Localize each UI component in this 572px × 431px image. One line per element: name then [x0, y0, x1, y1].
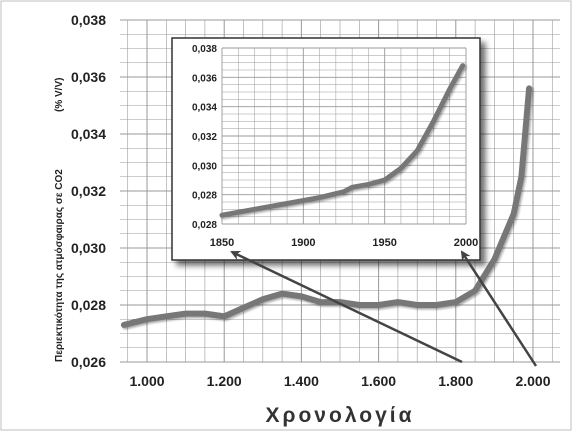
main-y-tick-label: 0,028 — [71, 297, 106, 313]
main-y-tick-label: 0,030 — [71, 240, 106, 256]
inset-x-tick-label: 1900 — [291, 237, 315, 249]
main-x-tick-label: 1.000 — [129, 373, 164, 389]
inset-x-tick-label: 1850 — [210, 237, 234, 249]
inset-series-line — [219, 63, 466, 218]
inset-grid — [221, 47, 467, 225]
arrow-2000-to-2000 — [460, 250, 538, 367]
inset-x-tick-label: 2000 — [454, 237, 478, 249]
main-x-tick-label: 1.200 — [207, 373, 242, 389]
main-y-tick-labels: 0,026 0,028 0,030 0,032 0,034 0,036 0,038 — [71, 12, 106, 370]
main-y-tick-label: 0,034 — [71, 126, 106, 142]
main-x-tick-label: 1.600 — [361, 373, 396, 389]
main-x-tick-label: 1.400 — [284, 373, 319, 389]
inset-panel — [171, 37, 481, 261]
inset-y-tick-label: 0,034 — [192, 103, 217, 114]
main-y-tick-label: 0,026 — [71, 354, 106, 370]
y-axis-label: Περιεκτικότητα της ατμόσφαιρας σε CO2 — [54, 169, 65, 362]
inset-y-tick-label: 0,030 — [192, 161, 217, 172]
main-y-tick-label: 0,036 — [71, 69, 106, 85]
x-axis-label: Χρονολογία — [265, 404, 414, 427]
inset-y-tick-label: 0,038 — [192, 44, 217, 55]
inset-x-tick-label: 1950 — [372, 237, 396, 249]
main-x-tick-label: 1.800 — [438, 373, 473, 389]
inset-chart: 0,028 0,028 0,030 0,032 0,034 0,036 0,038 1850… — [171, 37, 481, 261]
pointer-arrows — [230, 250, 538, 367]
inset-y-tick-labels: 0,028 0,028 0,030 0,032 0,034 0,036 0,038 — [192, 44, 217, 231]
inset-x-tick-labels: 1850 1900 1950 2000 — [210, 237, 478, 249]
arrow-1800-to-1850 — [230, 250, 463, 364]
main-y-tick-label: 0,038 — [71, 12, 106, 28]
main-x-tick-label: 2.000 — [515, 373, 550, 389]
inset-y-tick-label: 0,032 — [192, 132, 217, 143]
y-axis-unit: (% V/V) — [54, 78, 65, 112]
inset-y-tick-label: 0,036 — [192, 73, 217, 84]
inset-y-tick-label: 0,028 — [192, 191, 217, 202]
main-y-tick-label: 0,032 — [71, 183, 106, 199]
main-x-tick-labels: 1.000 1.200 1.400 1.600 1.800 2.000 — [129, 373, 550, 389]
inset-y-tick-label: 0,028 — [192, 220, 217, 231]
